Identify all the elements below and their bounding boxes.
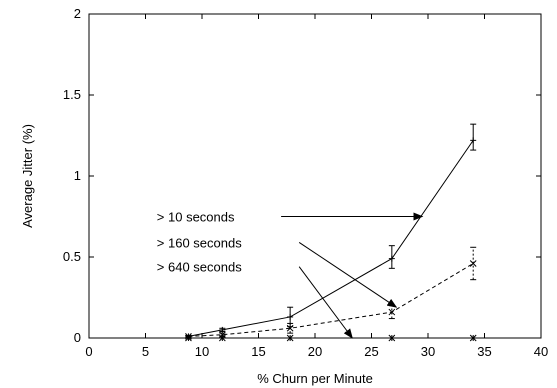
axis-ticks: 0 5 10 15 20 25 30 35 40 0 0.5 1 1.5 2 — [63, 6, 548, 359]
marker-stroke — [185, 334, 192, 342]
series-line — [188, 263, 474, 337]
plot-frame — [88, 13, 542, 339]
marker-stroke — [469, 260, 477, 267]
data-point — [287, 313, 294, 320]
y-tick-label: 1 — [74, 168, 81, 183]
y-tick-label: 0 — [74, 330, 81, 345]
y-tick-label: 0.5 — [63, 249, 81, 264]
marker-stroke — [388, 308, 396, 316]
data-point — [388, 334, 396, 342]
x-tick-label: 15 — [251, 344, 265, 359]
annotation-arrow — [298, 266, 353, 339]
y-tick-label: 1.5 — [63, 87, 81, 102]
x-tick-label: 25 — [364, 344, 378, 359]
annotations: > 10 seconds > 160 seconds > 640 seconds — [157, 210, 424, 339]
data-point — [469, 334, 477, 342]
plot-border — [88, 13, 542, 339]
annotation-label: > 160 seconds — [157, 235, 242, 250]
data-point — [388, 255, 395, 262]
x-tick-label: 35 — [477, 344, 491, 359]
series-1 — [185, 123, 477, 340]
data-point — [469, 260, 477, 267]
annotation-label: > 10 seconds — [157, 210, 235, 225]
annotation-2: > 160 seconds — [157, 235, 398, 308]
y-tick-label: 2 — [74, 6, 81, 21]
annotation-arrow — [298, 242, 398, 308]
x-tick-label: 20 — [308, 344, 322, 359]
marker-stroke — [218, 331, 226, 339]
x-tick-label: 40 — [534, 344, 548, 359]
x-tick-label: 0 — [85, 344, 92, 359]
data-point — [185, 334, 192, 342]
marker-stroke — [388, 334, 396, 342]
data-point — [286, 324, 294, 332]
marker-stroke — [286, 334, 294, 342]
data-point — [218, 331, 226, 339]
x-tick-label: 30 — [421, 344, 435, 359]
marker-stroke — [218, 334, 226, 342]
series-3 — [185, 334, 477, 342]
x-tick-label: 10 — [195, 344, 209, 359]
x-axis-title: % Churn per Minute — [257, 371, 373, 386]
marker-stroke — [286, 324, 294, 332]
x-tick-label: 5 — [142, 344, 149, 359]
marker-stroke — [469, 334, 477, 342]
annotation-3: > 640 seconds — [157, 260, 353, 339]
y-axis-title: Average Jitter (%) — [20, 124, 35, 228]
data-point — [218, 334, 226, 342]
annotation-label: > 640 seconds — [157, 260, 242, 275]
data-point — [219, 326, 226, 333]
data-point — [470, 137, 477, 144]
data-point — [388, 308, 396, 316]
data-point — [286, 334, 294, 342]
annotation-1: > 10 seconds — [157, 210, 424, 225]
error-bar — [470, 123, 477, 151]
